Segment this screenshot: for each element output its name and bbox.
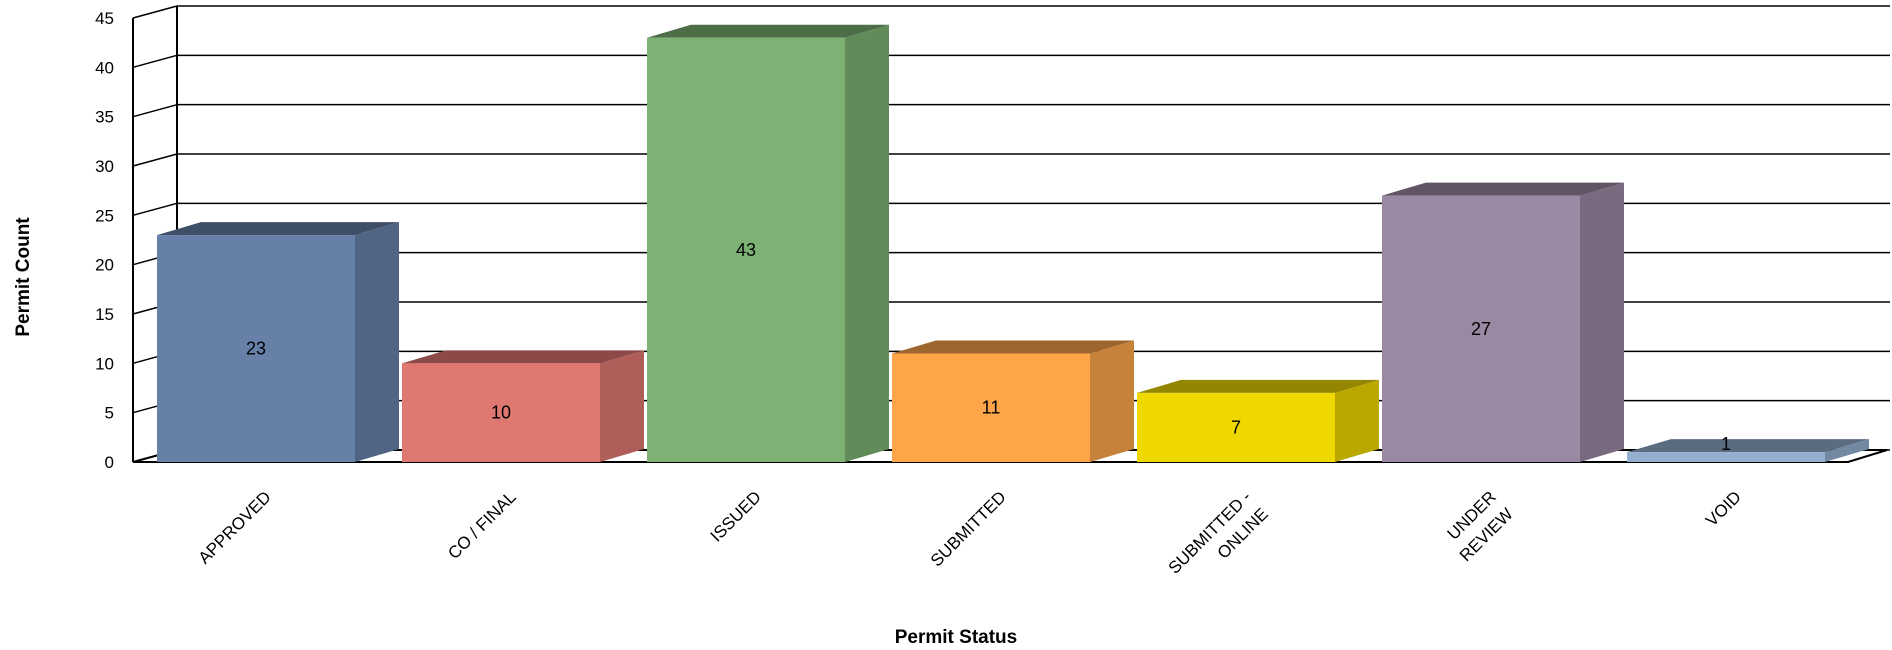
bar-top xyxy=(1137,379,1379,393)
bar-side xyxy=(355,222,399,462)
bar-5 xyxy=(1382,182,1624,462)
x-tick-label: SUBMITTED -ONLINE xyxy=(1165,487,1272,594)
bar-value-label: 43 xyxy=(736,240,756,260)
gridline-depth xyxy=(132,5,178,19)
x-tick-label: ISSUED xyxy=(707,487,765,545)
x-tick-label-line: VOID xyxy=(1702,487,1745,530)
y-tick-label: 15 xyxy=(95,305,114,324)
x-tick-label: CO / FINAL xyxy=(444,487,520,563)
y-tick-label: 45 xyxy=(95,9,114,28)
bar-0 xyxy=(157,222,399,462)
bar-side xyxy=(1090,340,1134,462)
x-tick-label-line: CO / FINAL xyxy=(444,487,520,563)
y-tick-label: 30 xyxy=(95,157,114,176)
bar-front xyxy=(892,353,1090,462)
y-tick-label: 40 xyxy=(95,58,114,77)
bar-value-label: 23 xyxy=(246,339,266,359)
y-axis-title: Permit Count xyxy=(13,217,34,337)
bar-front xyxy=(1382,195,1580,462)
bar-side xyxy=(1580,182,1624,462)
gridline-depth xyxy=(132,153,178,167)
bar-value-label: 11 xyxy=(982,398,1001,418)
bar-top xyxy=(1627,439,1869,453)
bar-6 xyxy=(1627,439,1869,462)
bar-value-label: 10 xyxy=(491,403,511,423)
bar-value-label: 7 xyxy=(1231,417,1241,437)
x-tick-label: SUBMITTED xyxy=(927,487,1010,570)
bar-top xyxy=(647,24,889,38)
bar-top xyxy=(892,340,1134,354)
bar-side xyxy=(1825,439,1869,462)
x-tick-label: APPROVED xyxy=(195,487,275,567)
bar-2 xyxy=(647,24,889,462)
bar-side xyxy=(1335,379,1379,462)
bar-top xyxy=(1382,182,1624,196)
x-tick-label-line: APPROVED xyxy=(195,487,275,567)
x-tick-label-line: SUBMITTED xyxy=(927,487,1010,570)
y-tick-label: 35 xyxy=(95,108,114,127)
bar-top xyxy=(157,222,399,236)
bar-side xyxy=(845,24,889,462)
bar-4 xyxy=(1137,379,1379,462)
y-tick-label: 0 xyxy=(105,453,114,472)
y-tick-label: 5 xyxy=(105,404,114,423)
x-tick-label: VOID xyxy=(1702,487,1745,530)
gridline-depth xyxy=(132,202,178,217)
bar-front xyxy=(1627,452,1825,462)
bar-top xyxy=(402,350,644,364)
bar-front xyxy=(647,37,845,462)
bar-value-label: 27 xyxy=(1471,319,1491,339)
y-tick-label: 10 xyxy=(95,354,114,373)
bar-front xyxy=(157,235,355,462)
bar-1 xyxy=(402,350,644,462)
bar-front xyxy=(402,363,600,462)
bar-front xyxy=(1137,392,1335,462)
y-tick-label: 20 xyxy=(95,256,114,275)
bar-value-label: 1 xyxy=(1721,434,1731,454)
bars-layer xyxy=(157,24,1869,462)
x-tick-label: UNDERREVIEW xyxy=(1439,487,1517,565)
gridline-depth xyxy=(132,54,178,69)
x-axis-title: Permit Status xyxy=(895,627,1017,648)
y-tick-label: 25 xyxy=(95,206,114,225)
bar-3 xyxy=(892,340,1134,462)
bar-side xyxy=(600,350,644,462)
gridline-depth xyxy=(132,103,178,118)
x-tick-label-line: ISSUED xyxy=(707,487,765,545)
